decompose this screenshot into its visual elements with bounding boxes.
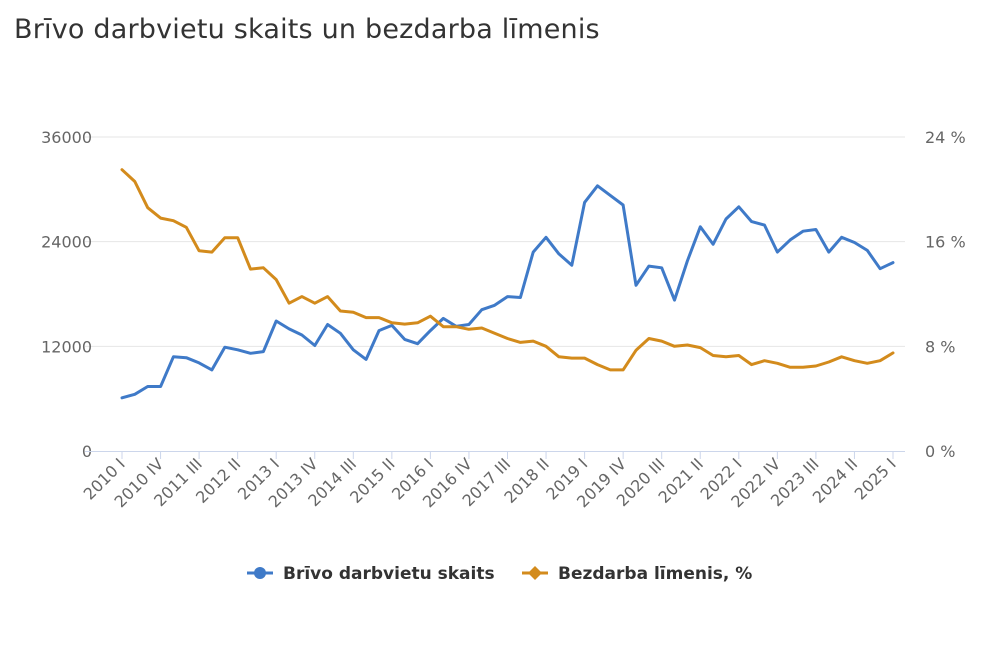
series-line-1 bbox=[120, 184, 895, 400]
y-left-tick-label: 12000 bbox=[41, 337, 92, 356]
legend-label: Bezdarba līmenis, % bbox=[558, 564, 752, 584]
y-right-tick-label: 8 % bbox=[925, 337, 955, 356]
x-tick-label: 2025 I bbox=[851, 454, 900, 503]
y-left-tick-label: 36000 bbox=[41, 128, 92, 147]
legend-marker-diamond bbox=[528, 566, 542, 580]
series-line-2 bbox=[120, 168, 895, 372]
y-right-tick-label: 0 % bbox=[925, 442, 955, 461]
series-group bbox=[120, 168, 895, 400]
legend-label: Brīvo darbvietu skaits bbox=[283, 564, 495, 584]
gridlines bbox=[85, 136, 905, 347]
legend-marker-circle bbox=[254, 567, 266, 579]
y-axis-right: 0 % 8 % 16 % 24 % bbox=[925, 128, 966, 461]
chart-title: Brīvo darbvietu skaits un bezdarba līmen… bbox=[14, 14, 600, 45]
y-right-tick-label: 16 % bbox=[925, 233, 966, 252]
y-right-tick-label: 24 % bbox=[925, 128, 966, 147]
legend: Brīvo darbvietu skaits Bezdarba līmenis, … bbox=[247, 564, 752, 584]
y-left-tick-label: 24000 bbox=[41, 233, 92, 252]
